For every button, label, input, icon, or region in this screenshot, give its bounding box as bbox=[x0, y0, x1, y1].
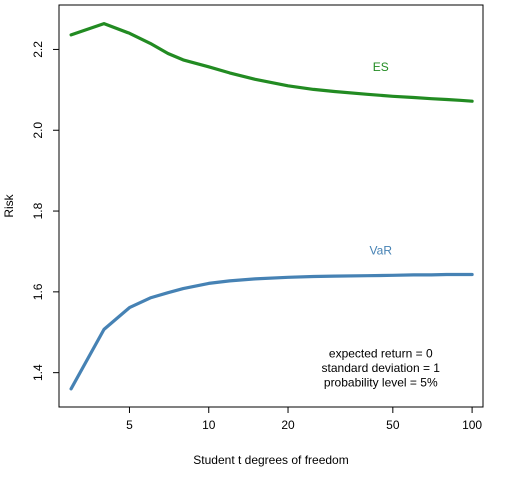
x-tick-label: 50 bbox=[386, 418, 400, 432]
x-tick-label: 100 bbox=[462, 418, 482, 432]
series-label-es: ES bbox=[373, 60, 389, 74]
annotation-line: probability level = 5% bbox=[324, 376, 438, 390]
series-line-var bbox=[69, 272, 474, 391]
x-tick-label: 5 bbox=[126, 418, 133, 432]
annotation-line: expected return = 0 bbox=[329, 347, 433, 361]
series-labels: ES VaR bbox=[370, 60, 393, 258]
annotation-line: standard deviation = 1 bbox=[322, 361, 441, 375]
x-axis-title: Student t degrees of freedom bbox=[193, 453, 348, 467]
x-tick-label: 20 bbox=[281, 418, 295, 432]
y-tick-label: 1.4 bbox=[31, 364, 45, 381]
plot-frame bbox=[58, 4, 484, 408]
y-tick-label: 1.6 bbox=[31, 283, 45, 300]
y-tick-label: 2.2 bbox=[31, 41, 45, 58]
annotation-text: expected return = 0 standard deviation = … bbox=[322, 347, 441, 390]
x-axis: 5 10 20 50 100 bbox=[126, 407, 482, 432]
y-tick-label: 1.8 bbox=[31, 202, 45, 219]
y-tick-label: 2.0 bbox=[31, 122, 45, 139]
x-tick-label: 10 bbox=[202, 418, 216, 432]
series-label-var: VaR bbox=[370, 244, 393, 258]
y-axis-title: Risk bbox=[2, 193, 16, 217]
y-axis: 1.4 1.6 1.8 2.0 2.2 bbox=[31, 41, 59, 381]
series-line-es bbox=[69, 22, 474, 103]
series-layer bbox=[69, 22, 474, 391]
